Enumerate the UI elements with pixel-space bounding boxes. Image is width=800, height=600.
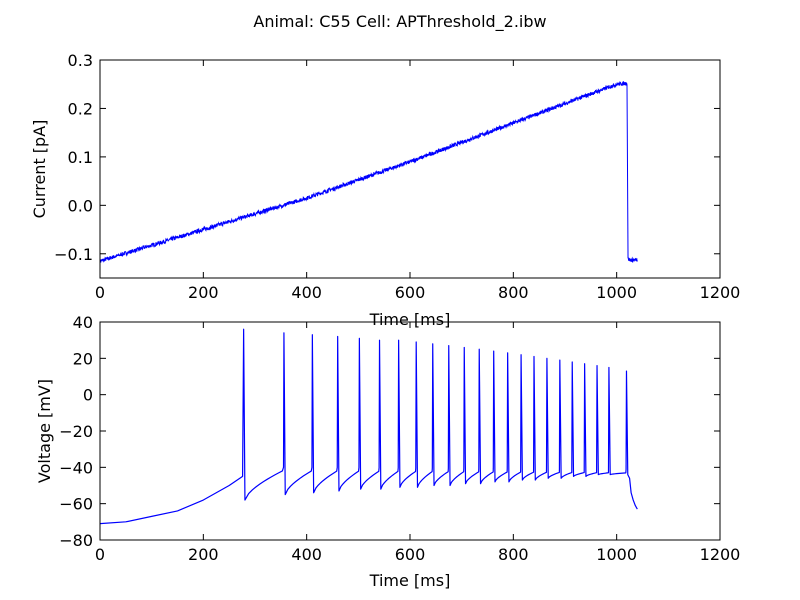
voltage-x-tick-label: 1000 [596,545,637,564]
current-x-tick-label: 800 [498,283,529,302]
voltage-x-tick-label: 1200 [700,545,741,564]
voltage-x-tick-label: 200 [188,545,219,564]
current-y-tick-label: 0.0 [68,196,93,215]
current-x-tick-label: 1000 [596,283,637,302]
voltage-y-tick-label: 20 [73,349,93,368]
voltage-y-tick-label: −40 [59,458,93,477]
voltage-y-axis-label: Voltage [mV] [35,379,54,483]
current-trace-line [100,81,638,264]
voltage-series-group [100,328,638,525]
current-y-tick-label: 0.3 [68,51,93,70]
current-x-tick-label: 200 [188,283,219,302]
voltage-y-tick-label: −20 [59,422,93,441]
voltage-y-tick-label: −60 [59,495,93,514]
voltage-x-tick-label: 600 [395,545,426,564]
voltage-y-ticks: −80 −60 −40 −20 0 20 40 [59,313,720,550]
current-x-tick-label: 1200 [700,283,741,302]
voltage-x-axis-label: Time [ms] [369,571,451,590]
current-y-tick-label: 0.2 [68,99,93,118]
voltage-x-tick-label: 400 [291,545,322,564]
voltage-y-tick-label: 0 [83,386,93,405]
current-x-tick-label: 400 [291,283,322,302]
voltage-x-tick-label: 0 [95,545,105,564]
current-series-group [100,81,638,264]
current-y-ticks: −0.1 0.0 0.1 0.2 0.3 [54,51,720,264]
voltage-x-tick-label: 800 [498,545,529,564]
current-y-tick-label: −0.1 [54,245,93,264]
voltage-subplot: 0 200 400 600 800 1000 1200 −80−60−40−2002040 … [35,313,740,590]
current-y-tick-label: 0.1 [68,148,93,167]
current-x-tick-label: 0 [95,283,105,302]
current-y-axis-label: Current [pA] [30,120,49,219]
voltage-trace-line [100,328,638,525]
current-x-ticks: 0 200 400 600 800 1000 1200 [95,60,740,302]
current-subplot: 0 200 400 600 800 1000 1200 −0.1 0.0 0.1 0.2 0.3 T… [30,51,740,329]
current-x-axis-label: Time [ms] [369,310,451,329]
figure-title: Animal: C55 Cell: APThreshold_2.ibw [253,12,546,32]
voltage-y-tick-label: −80 [59,531,93,550]
voltage-x-ticks: 0 200 400 600 800 1000 1200 [95,322,740,564]
voltage-y-tick-label: 40 [73,313,93,332]
current-x-tick-label: 600 [395,283,426,302]
